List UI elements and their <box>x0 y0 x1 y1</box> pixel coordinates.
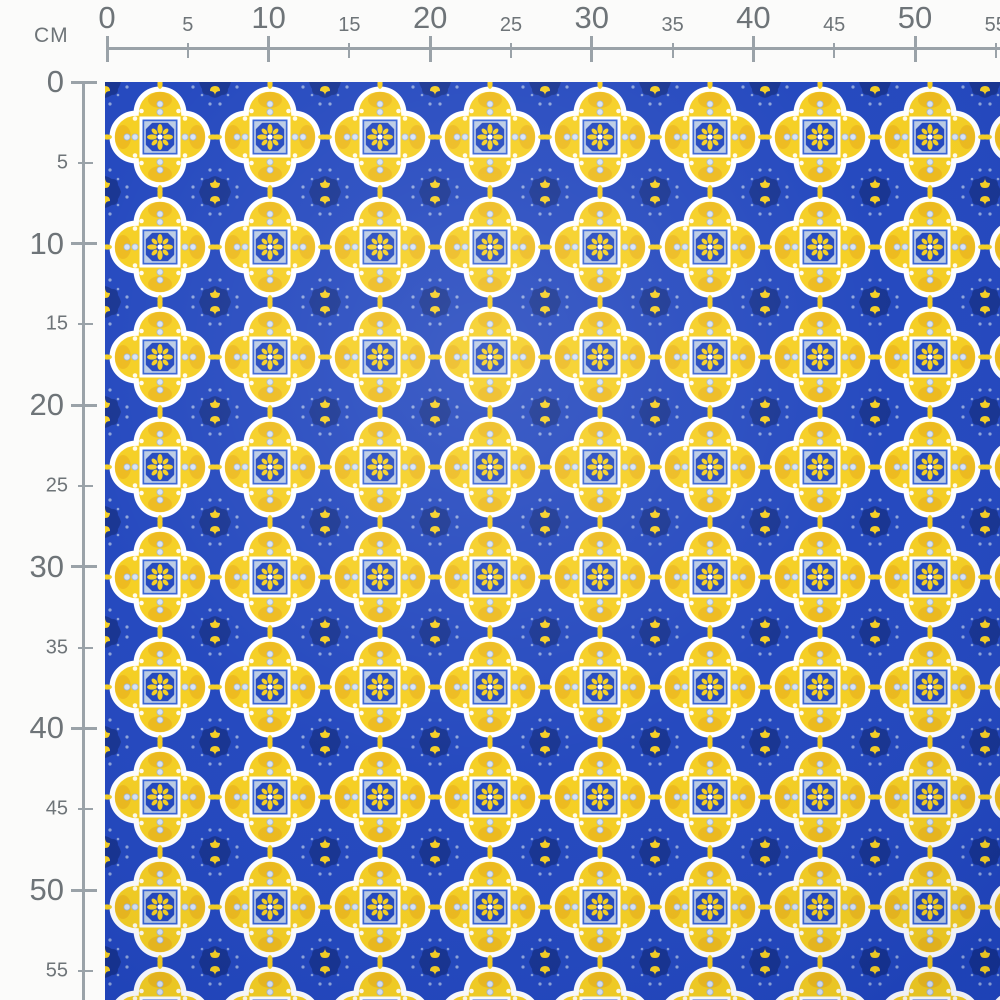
v-tick-label-35cm: 35 <box>45 636 68 659</box>
v-tick-0cm <box>71 80 97 84</box>
h-tick-label-50cm: 50 <box>897 0 933 35</box>
h-tick-label-55cm: 55 <box>984 14 1000 36</box>
v-tick-label-5cm: 5 <box>56 151 68 174</box>
h-tick-label-45cm: 45 <box>823 14 846 36</box>
v-tick-45cm <box>78 808 93 811</box>
v-tick-label-55cm: 55 <box>45 959 68 982</box>
h-tick-label-25cm: 25 <box>499 14 523 36</box>
v-tick-50cm <box>71 888 97 892</box>
v-tick-label-10cm: 10 <box>29 225 64 261</box>
h-tick-25cm <box>510 43 512 58</box>
h-tick-label-35cm: 35 <box>661 14 684 36</box>
v-tick-label-25cm: 25 <box>45 474 68 497</box>
h-tick-10cm <box>267 36 271 62</box>
h-tick-20cm <box>428 36 432 62</box>
v-tick-label-45cm: 45 <box>45 797 68 820</box>
fabric-swatch[interactable] <box>105 82 1000 1000</box>
v-tick-55cm <box>78 969 93 972</box>
v-tick-15cm <box>78 323 93 326</box>
v-tick-25cm <box>78 485 93 487</box>
vertical-ruler: 0 10 20 30 40 50 5 15 25 35 45 55 <box>0 0 107 1000</box>
ruler-unit-label: CM <box>34 24 69 47</box>
v-tick-20cm <box>71 403 97 407</box>
h-tick-30cm <box>590 36 594 62</box>
horizontal-ruler-axis <box>107 47 1000 50</box>
h-tick-50cm <box>913 36 917 62</box>
h-tick-45cm <box>833 43 836 58</box>
v-tick-label-40cm: 40 <box>29 710 64 746</box>
v-tick-10cm <box>71 242 97 246</box>
h-tick-0cm <box>105 36 109 62</box>
v-tick-35cm <box>78 646 93 649</box>
h-tick-label-30cm: 30 <box>574 0 610 35</box>
v-tick-label-20cm: 20 <box>29 387 64 423</box>
v-tick-label-50cm: 50 <box>29 872 64 907</box>
h-tick-label-0cm: 0 <box>98 0 116 35</box>
v-tick-label-15cm: 15 <box>45 312 68 335</box>
cloth-sheen-overlay <box>105 82 1000 1000</box>
v-tick-5cm <box>78 161 93 164</box>
fabric-pattern-canvas <box>105 82 1000 1000</box>
v-tick-40cm <box>71 726 97 730</box>
vertical-ruler-axis <box>82 82 85 1000</box>
h-tick-40cm <box>751 36 755 62</box>
h-tick-5cm <box>186 43 189 58</box>
v-tick-label-30cm: 30 <box>29 548 64 584</box>
h-tick-15cm <box>348 43 351 58</box>
v-tick-30cm <box>71 565 97 569</box>
horizontal-ruler: 0 10 20 30 40 50 5 15 25 35 45 55 <box>0 0 1000 82</box>
h-tick-label-15cm: 15 <box>338 14 361 36</box>
h-tick-35cm <box>671 43 674 58</box>
v-tick-label-0cm: 0 <box>46 64 64 99</box>
h-tick-label-5cm: 5 <box>182 14 194 36</box>
h-tick-label-10cm: 10 <box>251 0 286 35</box>
h-tick-label-40cm: 40 <box>736 0 771 35</box>
h-tick-55cm <box>994 43 997 58</box>
h-tick-label-20cm: 20 <box>412 0 448 35</box>
